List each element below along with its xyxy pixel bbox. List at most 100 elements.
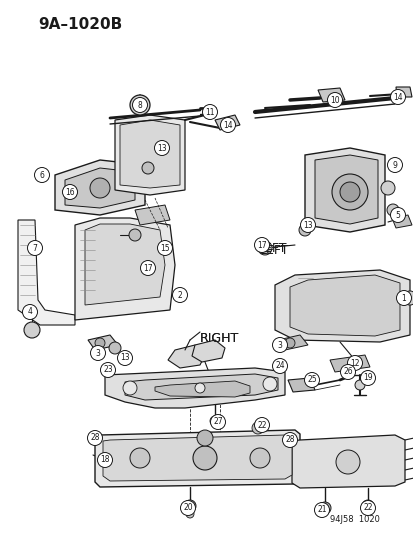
Text: 5: 5 xyxy=(394,211,399,220)
Circle shape xyxy=(318,502,330,514)
Circle shape xyxy=(132,98,147,112)
Circle shape xyxy=(360,370,375,385)
Polygon shape xyxy=(287,378,314,392)
Circle shape xyxy=(195,383,204,393)
Circle shape xyxy=(298,224,310,236)
Text: 17: 17 xyxy=(256,240,266,249)
Text: 28: 28 xyxy=(285,435,294,445)
Text: 20: 20 xyxy=(183,504,192,513)
Circle shape xyxy=(262,377,276,391)
Text: 6: 6 xyxy=(40,171,44,180)
Text: 19: 19 xyxy=(362,374,372,383)
Circle shape xyxy=(347,356,362,370)
Circle shape xyxy=(354,380,364,390)
Circle shape xyxy=(100,362,115,377)
Text: 23: 23 xyxy=(103,366,112,375)
Polygon shape xyxy=(105,368,284,408)
Circle shape xyxy=(27,240,43,255)
Text: 22: 22 xyxy=(362,504,372,513)
Text: 14: 14 xyxy=(392,93,402,101)
Circle shape xyxy=(172,287,187,303)
Polygon shape xyxy=(103,435,291,481)
Circle shape xyxy=(402,291,413,305)
Text: 9: 9 xyxy=(392,160,396,169)
Circle shape xyxy=(192,446,216,470)
Text: 17: 17 xyxy=(143,263,152,272)
Polygon shape xyxy=(192,340,224,362)
Polygon shape xyxy=(85,224,165,305)
Text: LEFT: LEFT xyxy=(257,241,287,254)
Text: 22: 22 xyxy=(256,421,266,430)
Text: 18: 18 xyxy=(100,456,109,464)
Circle shape xyxy=(123,381,137,395)
Circle shape xyxy=(387,157,401,173)
Text: 12: 12 xyxy=(349,359,359,367)
Circle shape xyxy=(272,359,287,374)
Circle shape xyxy=(209,416,219,426)
Text: 1: 1 xyxy=(401,294,406,303)
Circle shape xyxy=(142,162,154,174)
Circle shape xyxy=(130,95,150,115)
Circle shape xyxy=(386,204,398,216)
Circle shape xyxy=(129,229,141,241)
Circle shape xyxy=(361,500,373,512)
Text: 14: 14 xyxy=(223,120,232,130)
Text: 26: 26 xyxy=(342,367,352,376)
Text: 13: 13 xyxy=(157,143,166,152)
Circle shape xyxy=(210,415,225,430)
Circle shape xyxy=(254,238,269,253)
Polygon shape xyxy=(65,168,135,208)
Circle shape xyxy=(185,510,194,518)
Polygon shape xyxy=(274,270,409,342)
Circle shape xyxy=(331,174,367,210)
Circle shape xyxy=(396,290,411,305)
Text: 11: 11 xyxy=(205,108,214,117)
Text: 3: 3 xyxy=(277,341,282,350)
Circle shape xyxy=(249,448,269,468)
Text: 24: 24 xyxy=(275,361,284,370)
Circle shape xyxy=(24,322,40,338)
Circle shape xyxy=(34,167,50,182)
Text: 21: 21 xyxy=(316,505,326,514)
Circle shape xyxy=(90,345,105,360)
Circle shape xyxy=(257,241,271,255)
Circle shape xyxy=(380,181,394,195)
Circle shape xyxy=(282,432,297,448)
Polygon shape xyxy=(120,120,180,188)
Circle shape xyxy=(87,431,102,446)
Text: 15: 15 xyxy=(160,244,169,253)
Text: RIGHT: RIGHT xyxy=(199,332,239,344)
Circle shape xyxy=(300,217,315,232)
Text: 13: 13 xyxy=(120,353,130,362)
Circle shape xyxy=(389,90,404,104)
Circle shape xyxy=(202,104,217,119)
Circle shape xyxy=(22,304,38,319)
Text: 13: 13 xyxy=(302,221,312,230)
Polygon shape xyxy=(95,430,299,487)
Text: 94J58  1020: 94J58 1020 xyxy=(329,515,379,524)
Polygon shape xyxy=(214,115,240,130)
Text: 10: 10 xyxy=(330,95,339,104)
Text: 9A–1020B: 9A–1020B xyxy=(38,17,122,32)
Polygon shape xyxy=(115,115,185,195)
Polygon shape xyxy=(88,335,118,350)
Circle shape xyxy=(252,422,263,434)
Circle shape xyxy=(97,453,112,467)
Circle shape xyxy=(130,448,150,468)
Circle shape xyxy=(157,240,172,255)
Polygon shape xyxy=(75,218,175,320)
Text: LEFT: LEFT xyxy=(259,244,289,256)
Polygon shape xyxy=(291,435,404,488)
Polygon shape xyxy=(304,148,384,232)
Text: 7: 7 xyxy=(33,244,37,253)
Text: 16: 16 xyxy=(65,188,75,197)
Text: 8: 8 xyxy=(137,101,142,109)
Polygon shape xyxy=(395,87,411,97)
Polygon shape xyxy=(317,88,344,102)
Polygon shape xyxy=(289,275,399,336)
Polygon shape xyxy=(154,381,249,397)
Circle shape xyxy=(95,338,105,348)
Circle shape xyxy=(335,450,359,474)
Circle shape xyxy=(62,184,77,199)
Circle shape xyxy=(63,185,77,199)
